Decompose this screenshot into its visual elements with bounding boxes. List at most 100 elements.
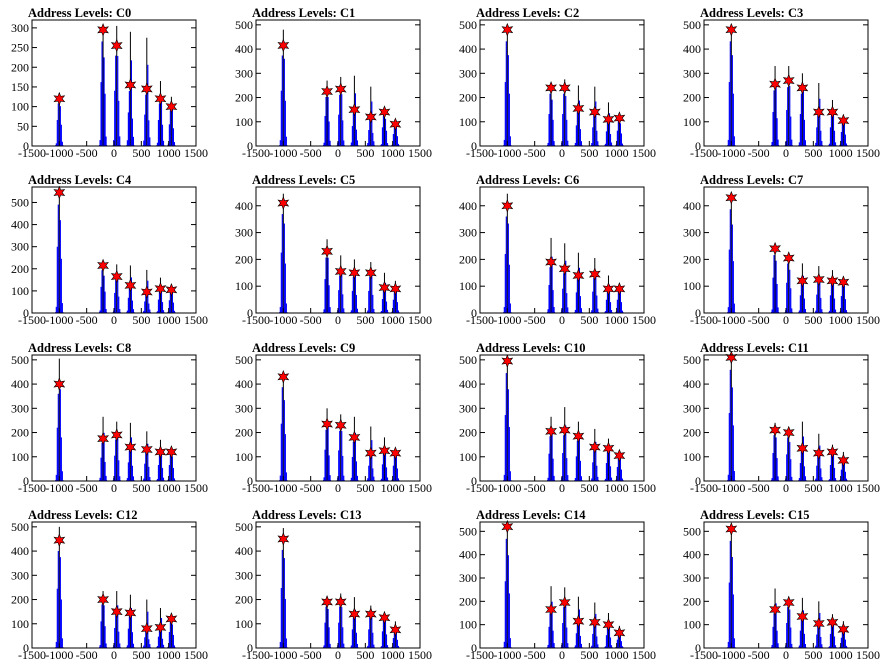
x-tick-label: -1500 (18, 146, 46, 160)
peak-marker (812, 272, 825, 287)
chart-panel-c9: Address Levels: C90100200300400500-1500-… (235, 341, 432, 495)
x-tick-label: 500 (804, 481, 822, 495)
peak-marker (796, 609, 809, 624)
y-tick-label: 200 (683, 252, 701, 266)
x-tick-label: 0 (335, 648, 341, 662)
y-tick-label: 300 (459, 226, 477, 240)
y-tick-label: 100 (11, 100, 29, 114)
peak-marker (796, 441, 809, 456)
y-tick-label: 200 (11, 426, 29, 440)
peak-marker (364, 607, 377, 621)
x-tick-label: 0 (783, 146, 789, 160)
y-tick-label: 200 (11, 593, 29, 607)
x-tick-label: 1000 (157, 146, 181, 160)
peak-marker (826, 445, 839, 459)
x-tick-label: 1000 (605, 146, 629, 160)
peak-marker (782, 251, 795, 265)
peak-marker (165, 445, 178, 459)
x-tick-label: -1000 (493, 481, 521, 495)
y-tick-label: 0 (23, 474, 29, 488)
peak-marker (588, 267, 601, 281)
x-tick-label: -500 (524, 313, 546, 327)
chart-panel-c8: Address Levels: C80100200300400500-1500-… (11, 341, 208, 495)
y-tick-label: 100 (459, 279, 477, 293)
peak-marker (812, 105, 825, 119)
panel-title: Address Levels: C13 (252, 508, 362, 522)
x-tick-label: -500 (524, 648, 546, 662)
y-tick-label: 250 (11, 41, 29, 55)
x-tick-label: -1000 (717, 481, 745, 495)
x-tick-label: -1000 (269, 313, 297, 327)
peak-marker (334, 418, 347, 433)
x-tick-label: -1500 (242, 146, 270, 160)
x-tick-label: 1500 (408, 481, 432, 495)
x-tick-label: -1000 (45, 648, 73, 662)
y-tick-label: 400 (11, 377, 29, 391)
peak-marker (796, 274, 809, 288)
panel-title: Address Levels: C15 (700, 508, 810, 522)
peak-marker (154, 445, 167, 459)
peak-marker (97, 23, 109, 37)
x-tick-label: 1500 (632, 648, 656, 662)
peak-marker (501, 22, 514, 37)
panel-title: Address Levels: C1 (252, 6, 355, 20)
x-tick-label: 0 (783, 481, 789, 495)
y-tick-label: 400 (459, 377, 477, 391)
peak-marker (837, 113, 850, 128)
peak-marker (588, 440, 601, 454)
x-tick-label: 500 (132, 146, 150, 160)
chart-panel-c6: Address Levels: C6 0 100 200 300 400 -1500 -100… (459, 173, 656, 327)
peak-marker (277, 38, 290, 53)
y-tick-label: 200 (683, 594, 701, 608)
y-tick-label: 300 (459, 571, 477, 585)
x-tick-label: -1500 (242, 313, 270, 327)
x-tick-label: 1500 (408, 313, 432, 327)
x-tick-label: 1000 (605, 648, 629, 662)
x-tick-label: -500 (300, 648, 322, 662)
x-tick-label: 0 (335, 481, 341, 495)
x-tick-label: -500 (300, 481, 322, 495)
peak-marker (154, 281, 167, 296)
y-tick-label: 500 (235, 353, 253, 367)
y-tick-label: 0 (695, 641, 701, 655)
peak-marker (348, 102, 361, 117)
y-tick-label: 200 (683, 426, 701, 440)
peak-marker (140, 442, 153, 457)
y-tick-label: 150 (11, 80, 29, 94)
y-tick-label: 300 (11, 21, 29, 35)
peak-marker (154, 91, 167, 106)
y-tick-label: 100 (235, 450, 253, 464)
x-tick-label: 1000 (157, 648, 181, 662)
y-tick-label: 400 (11, 218, 29, 232)
y-tick-label: 200 (235, 252, 253, 266)
y-tick-label: 100 (683, 115, 701, 129)
panel-title: Address Levels: C12 (28, 508, 138, 522)
peak-marker (165, 282, 178, 297)
peak-marker (334, 595, 347, 609)
peak-marker (97, 431, 109, 446)
peak-marker (154, 620, 167, 635)
y-tick-label: 0 (695, 139, 701, 153)
peak-marker (124, 78, 137, 92)
y-tick-label: 300 (235, 226, 253, 240)
y-tick-label: 200 (459, 91, 477, 105)
x-tick-label: -1500 (242, 648, 270, 662)
peak-marker (572, 429, 585, 443)
chart-panel-c4: Address Levels: C40100200300400500-1500-… (11, 173, 208, 327)
y-tick-label: 0 (247, 474, 253, 488)
peak-marker (53, 533, 66, 547)
peak-marker (837, 453, 850, 468)
panel-title: Address Levels: C6 (476, 173, 579, 187)
y-tick-label: 200 (235, 91, 253, 105)
peak-marker (602, 282, 615, 296)
x-tick-label: -1500 (690, 481, 718, 495)
x-tick-label: -500 (748, 648, 770, 662)
y-tick-label: 400 (683, 548, 701, 562)
peak-marker (277, 532, 290, 546)
chart-panel-c15: Address Levels: C15 0 100 200 300 400 500 -1500… (683, 508, 880, 662)
y-tick-label: 500 (235, 18, 253, 32)
peak-marker (348, 607, 361, 621)
x-tick-label: -1500 (242, 481, 270, 495)
peak-marker (389, 623, 402, 637)
y-tick-label: 400 (235, 199, 253, 213)
